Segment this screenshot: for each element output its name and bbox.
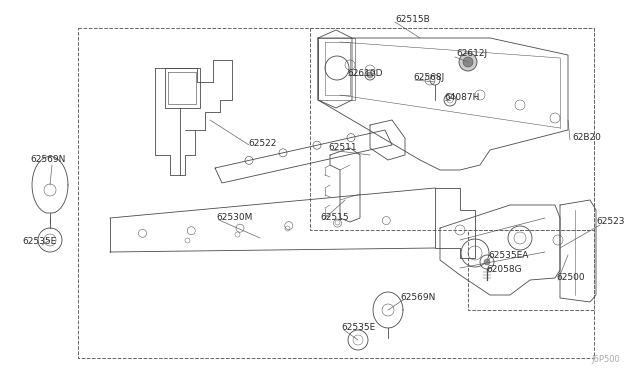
- Text: 64087H: 64087H: [444, 93, 479, 103]
- Circle shape: [463, 57, 473, 67]
- Text: 62612J: 62612J: [456, 49, 487, 58]
- Text: 62535E: 62535E: [22, 237, 56, 247]
- Text: 62568J: 62568J: [413, 74, 444, 83]
- Text: 62058G: 62058G: [486, 266, 522, 275]
- Text: J6P500: J6P500: [591, 355, 620, 364]
- Text: 62535E: 62535E: [341, 324, 375, 333]
- Text: 62535EA: 62535EA: [488, 251, 529, 260]
- Text: 62530M: 62530M: [216, 214, 252, 222]
- Circle shape: [367, 72, 373, 78]
- Text: 62569N: 62569N: [30, 155, 65, 164]
- Text: 62569N: 62569N: [400, 294, 435, 302]
- Circle shape: [459, 53, 477, 71]
- Text: 62610D: 62610D: [347, 68, 383, 77]
- Circle shape: [484, 259, 490, 265]
- Text: 62515B: 62515B: [395, 16, 429, 25]
- Text: 62511: 62511: [328, 144, 356, 153]
- Text: 62523: 62523: [596, 218, 625, 227]
- Text: 62515: 62515: [320, 214, 349, 222]
- Text: 62500: 62500: [556, 273, 584, 282]
- Text: 62522: 62522: [248, 138, 276, 148]
- Text: 62B20: 62B20: [572, 134, 601, 142]
